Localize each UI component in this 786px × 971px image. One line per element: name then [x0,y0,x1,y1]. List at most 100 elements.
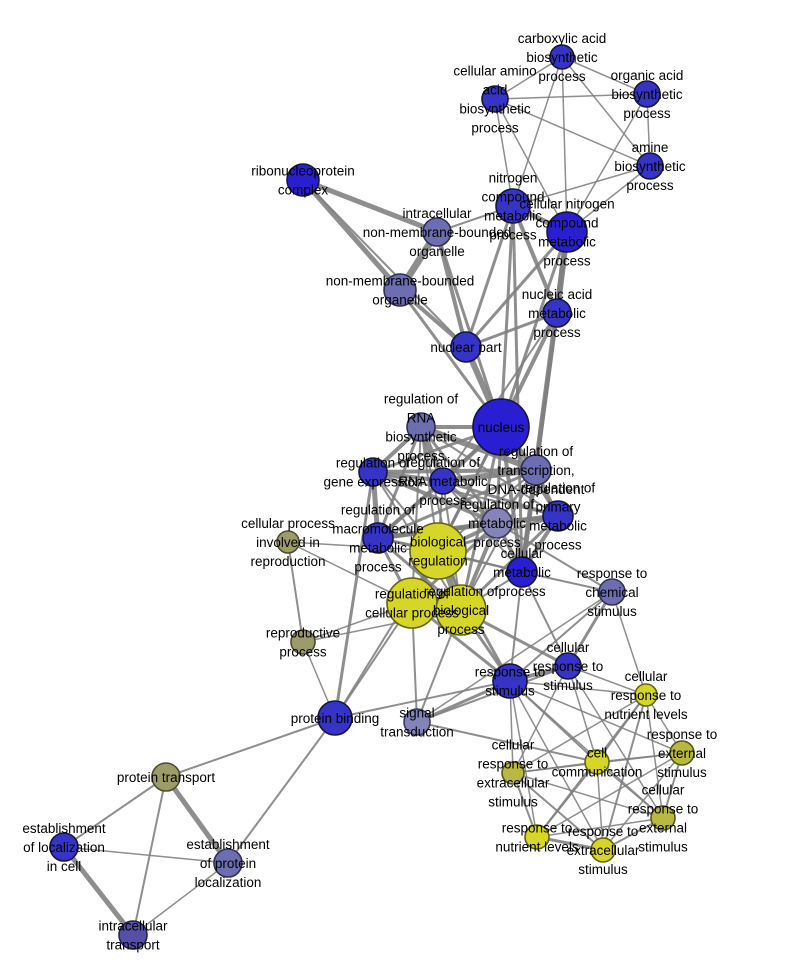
node-label-intracellular-transport: intracellular transport [98,919,168,953]
node-reg-rna-mp[interactable] [429,467,457,495]
node-ribonucleoprotein-complex[interactable] [286,163,320,197]
node-label-biological-regulation: biological regulation [408,535,467,569]
node-reproductive-process[interactable] [290,629,316,655]
node-label-organic-acid-bp: organic acid biosynthetic process [611,68,684,121]
node-label-amine-bp: amine biosynthetic process [614,140,686,193]
edge-cellular-process-reproduction--reproductive-process [287,541,304,643]
edge-cellular-amino-acid-bp--organic-acid-bp [494,93,648,100]
edge-reg-rna-bp--reg-metabolic [419,425,499,525]
node-label-reg-cellular-process: regulation of cellular process [365,587,459,621]
edge-signal-transduction--cellular-response-stimulus [416,665,569,723]
node-nucleic-acid-mp[interactable] [542,298,572,328]
edge-protein-transport--est-protein-localization [163,774,231,866]
node-cellular-response-nutrient[interactable] [634,683,658,707]
node-cell-communication[interactable] [584,749,610,775]
edge-est-localization-cell--intracellular-transport [61,844,136,938]
edge-protein-transport--intracellular-transport [132,776,167,936]
node-label-cellular-response-extracellular: cellular response to extracellular stimulus [477,738,550,810]
edge-reg-rna-mp--reg-primary-mp [441,479,560,518]
node-label-cellular-nitrogen-compound-mp: cellular nitrogen compound metabolic proces… [519,197,614,269]
edge-response-stimulus--cell-communication [509,680,598,763]
edge-reproductive-process--reg-biological-process [302,609,462,643]
node-cellular-mp[interactable] [506,556,538,588]
edge-signal-transduction--response-chemical [416,591,613,723]
node-response-stimulus[interactable] [492,663,528,699]
edge-response-chemical--response-stimulus [509,591,613,682]
edge-amine-bp--nitrogen-compound-mp [512,165,651,207]
node-nitrogen-compound-mp[interactable] [495,188,531,224]
edge-cellular-response-stimulus--cellular-response-extracellular [512,665,569,774]
node-label-cellular-mp: cellular metabolic process [493,546,551,599]
edge-cellular-response-external--response-nutrient-levels [536,817,664,838]
edge-response-chemical--cellular-response-nutrient [611,591,647,696]
edge-organic-acid-bp--cellular-nitrogen-compound-mp [566,93,648,233]
node-response-nutrient-levels[interactable] [524,824,550,850]
node-response-extracellular[interactable] [590,837,616,863]
node-intracellular-transport[interactable] [118,920,148,950]
node-cellular-response-stimulus[interactable] [554,652,582,680]
node-label-intracellular-nmb-organelle: intracellular non-membrane-bounded organel… [363,206,512,259]
edge-response-stimulus--cellular-response-nutrient [509,680,647,696]
node-cellular-process-reproduction[interactable] [276,530,300,554]
node-label-reg-metabolic: regulation of metabolic process [460,497,535,550]
node-reg-macromolecule-mp[interactable] [362,522,394,554]
node-amine-bp[interactable] [636,152,664,180]
node-est-localization-cell[interactable] [49,832,79,862]
node-intracellular-nmb-organelle[interactable] [422,217,452,247]
edge-cell-communication--cellular-response-external [596,761,664,819]
node-reg-primary-mp[interactable] [542,500,574,532]
node-label-cellular-response-stimulus: cellular response to stimulus [533,640,604,693]
edge-cellular-amino-acid-bp--nitrogen-compound-mp [494,98,514,207]
edge-protein-binding--reg-gene-expression [333,470,375,720]
node-reg-biological-process[interactable] [435,584,487,636]
node-biological-regulation[interactable] [409,522,467,580]
edge-carboxylic-acid-bp--nitrogen-compound-mp [512,56,563,207]
node-cellular-amino-acid-bp[interactable] [481,85,509,113]
node-response-chemical[interactable] [598,578,626,606]
edge-response-stimulus--response-extracellular [509,680,604,851]
node-label-est-localization-cell: establishment of localization in cell [22,821,106,874]
edge-cellular-response-stimulus--cell-communication [567,665,598,763]
edge-response-external--response-nutrient-levels [536,752,683,838]
node-reg-rna-bp[interactable] [406,412,436,442]
edge-protein-transport--est-localization-cell [63,776,167,848]
node-label-nucleic-acid-mp: nucleic acid metabolic process [522,287,593,340]
edge-carboxylic-acid-bp--amine-bp [561,56,651,167]
edge-cellular-response-nutrient--cellular-response-extracellular [512,694,647,774]
edge-cellular-amino-acid-bp--amine-bp [494,98,651,167]
node-label-response-extracellular: response to extracellular stimulus [567,824,640,877]
node-nucleus[interactable] [472,398,530,456]
edge-cellular-mp--cellular-response-stimulus [521,571,569,667]
node-carboxylic-acid-bp[interactable] [549,44,575,70]
edge-response-stimulus--response-external [509,680,683,754]
node-nmb-organelle[interactable] [383,273,417,307]
node-organic-acid-bp[interactable] [633,80,661,108]
node-label-signal-transduction: signal transduction [380,706,454,740]
node-cellular-response-extracellular[interactable] [501,761,525,785]
node-reg-gene-expression[interactable] [358,457,388,487]
node-label-reproductive-process: reproductive process [266,626,340,660]
node-est-protein-localization[interactable] [213,848,243,878]
node-response-external[interactable] [669,740,695,766]
node-reg-transcription[interactable] [520,454,552,486]
node-reg-metabolic[interactable] [481,507,513,539]
node-signal-transduction[interactable] [403,708,431,736]
node-protein-binding[interactable] [317,700,353,736]
node-nuclear-part[interactable] [450,331,482,363]
edge-nuclear-part--nucleic-acid-mp [464,311,559,349]
edge-nucleic-acid-mp--nitrogen-compound-mp [511,204,559,315]
edge-cellular-nitrogen-compound-mp--nucleus [499,230,569,429]
edge-nuclear-part--nitrogen-compound-mp [464,204,515,349]
node-label-carboxylic-acid-bp: carboxylic acid biosynthetic process [518,31,607,84]
edge-cellular-mp--response-stimulus [509,571,523,682]
node-label-reg-rna-mp: regulation of RNA metabolic process [398,455,488,508]
node-protein-transport[interactable] [151,762,181,792]
node-cellular-response-external[interactable] [650,805,676,831]
edge-nitrogen-compound-mp--nucleus [499,204,515,429]
node-cellular-nitrogen-compound-mp[interactable] [546,211,588,253]
node-label-protein-transport: protein transport [117,770,216,785]
node-label-reg-gene-expression: regulation of gene expression [323,456,422,490]
edge-est-protein-localization--intracellular-transport [132,862,229,936]
edge-cellular-response-nutrient--response-extracellular [602,694,647,851]
